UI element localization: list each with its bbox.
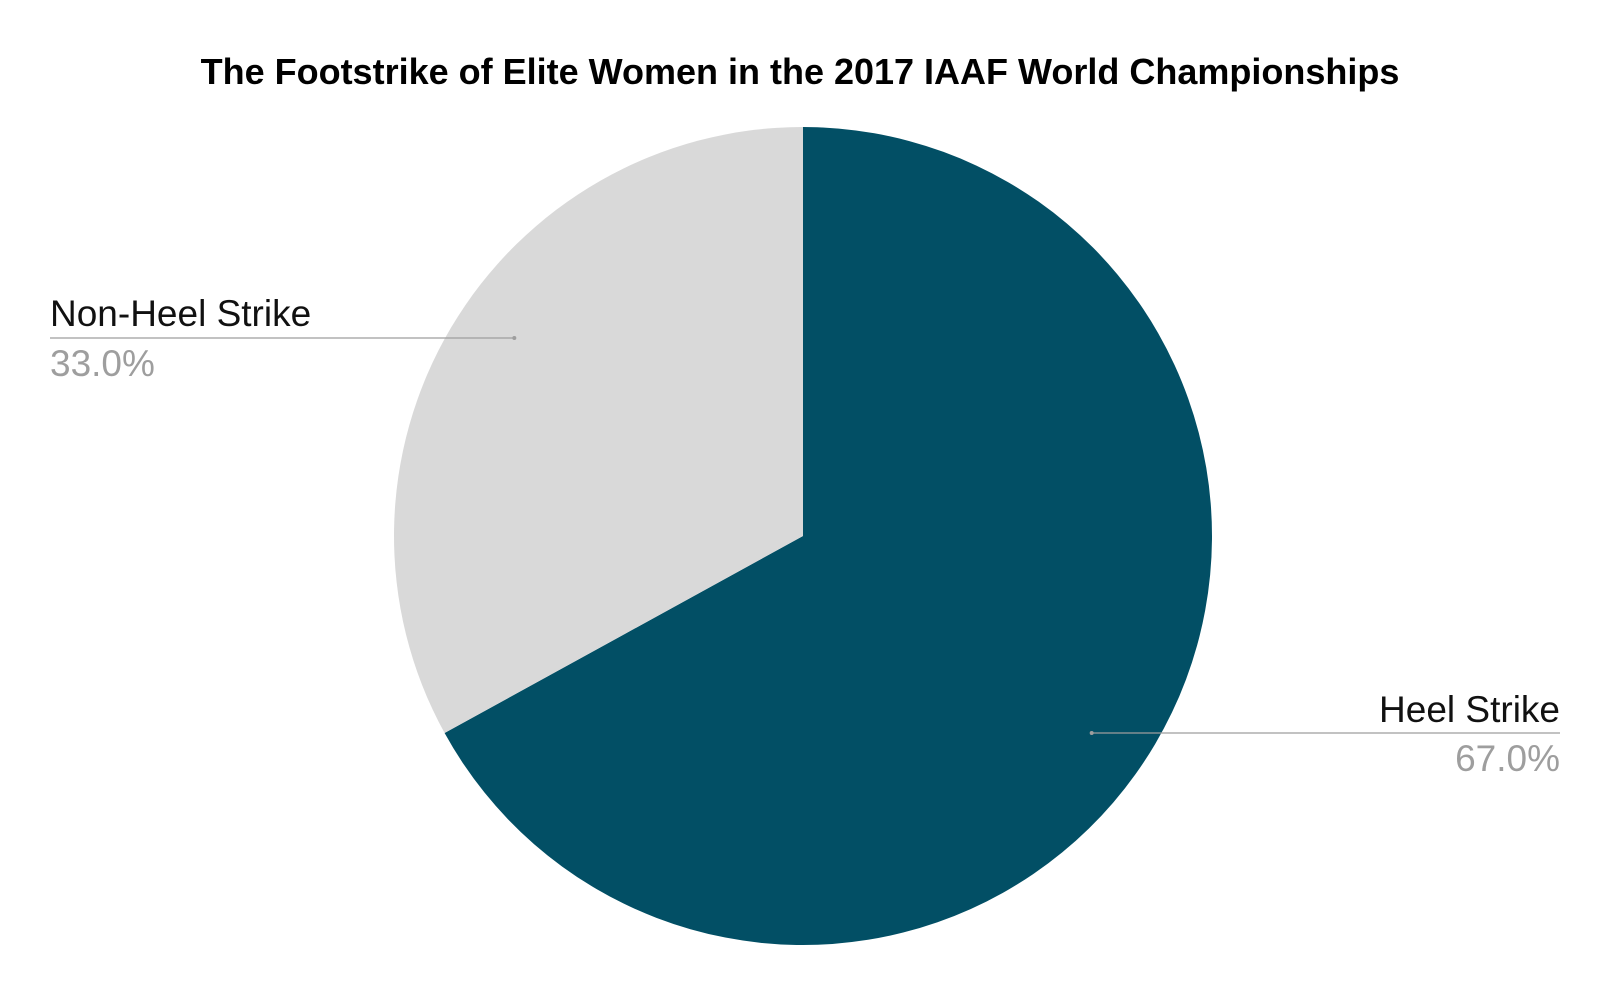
pie-slice-non-heel-strike (394, 127, 803, 734)
slice-label: Non-Heel Strike (50, 293, 311, 334)
pie-slice-heel-strike (444, 127, 1212, 946)
slice-label: Heel Strike (1379, 689, 1560, 730)
slice-percent-label: 67.0% (1455, 738, 1560, 779)
chart-title: The Footstrike of Elite Women in the 201… (201, 51, 1400, 92)
slice-percent-label: 33.0% (50, 343, 155, 384)
labels-layer: Heel Strike 67.0% Non-Heel Strike 33.0% (50, 293, 1560, 779)
leader-dot (512, 336, 517, 340)
leader-dot (1089, 731, 1094, 735)
slices-layer (394, 127, 1212, 946)
